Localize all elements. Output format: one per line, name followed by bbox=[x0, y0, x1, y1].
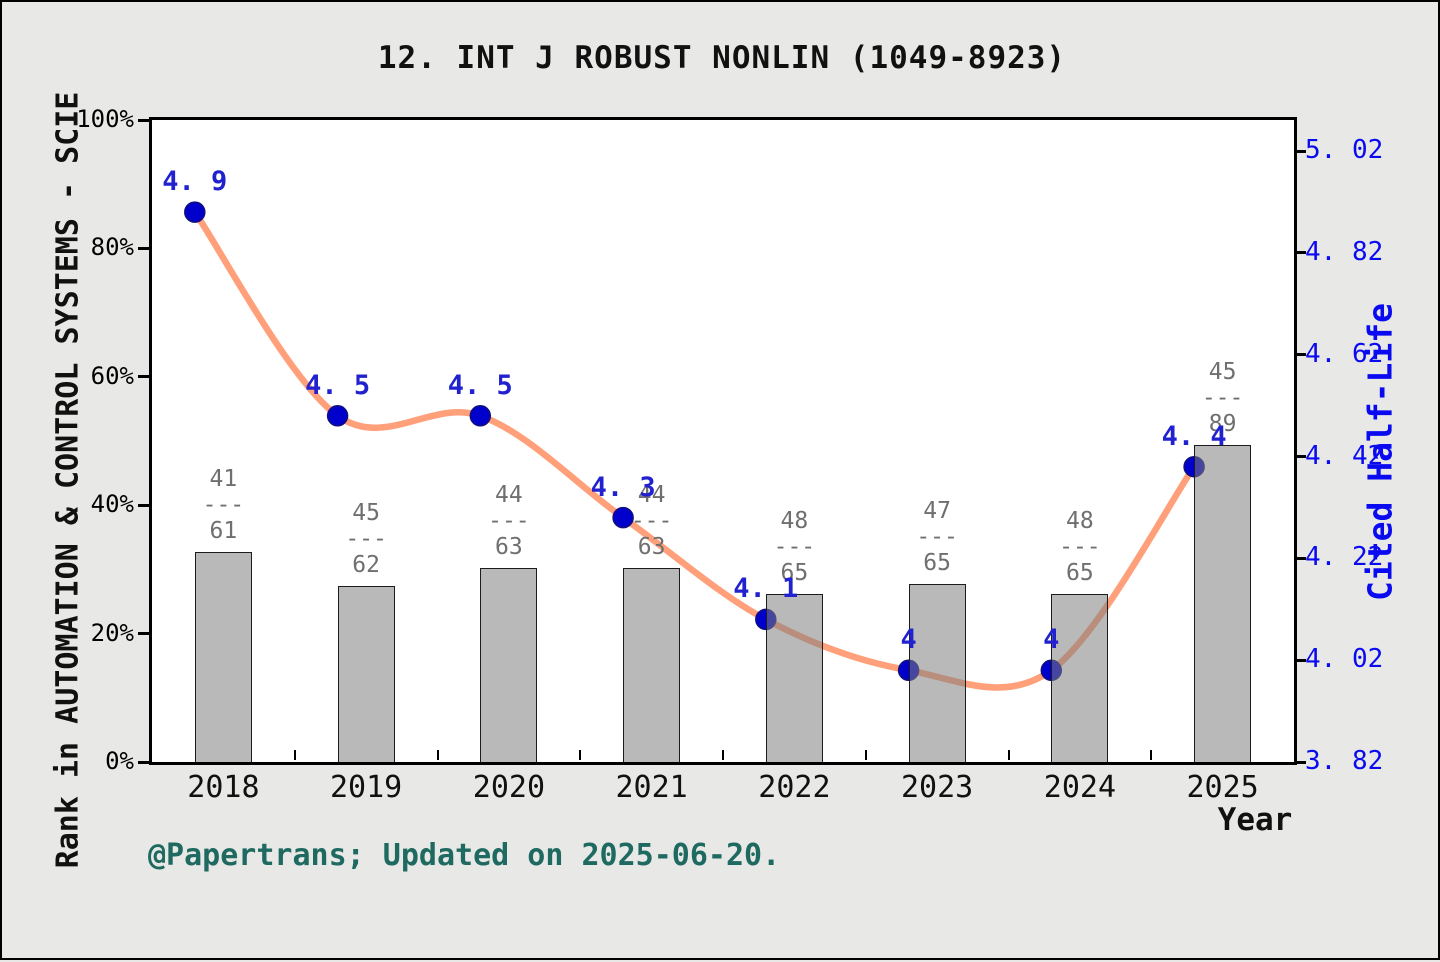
left-axis-tick bbox=[138, 503, 152, 507]
point-value-label: 4. 3 bbox=[590, 471, 656, 503]
right-axis-tick bbox=[1294, 353, 1306, 357]
point-value-label: 4 bbox=[1043, 624, 1060, 656]
right-axis-tick bbox=[1294, 556, 1306, 560]
y-left-tick-label: 100% bbox=[76, 105, 134, 133]
x-minor-tick bbox=[864, 750, 867, 760]
y-left-tick-label: 40% bbox=[90, 490, 134, 519]
point-value-label: 4. 1 bbox=[733, 573, 799, 605]
right-axis-tick bbox=[1294, 149, 1306, 153]
x-minor-tick bbox=[436, 750, 439, 760]
bar bbox=[1194, 444, 1252, 762]
x-minor-tick bbox=[722, 750, 724, 760]
x-tick-label: 2023 bbox=[900, 770, 974, 805]
y-right-tick-label: 3. 82 bbox=[1305, 746, 1384, 776]
bar-fraction-label: 45 --- 62 bbox=[345, 500, 387, 578]
left-axis-tick bbox=[138, 375, 152, 379]
y-right-tick-label: 4. 22 bbox=[1305, 542, 1384, 573]
right-axis-tick bbox=[1294, 251, 1306, 255]
x-minor-tick bbox=[1150, 750, 1153, 760]
right-axis-tick bbox=[1294, 455, 1306, 458]
x-tick-label: 2020 bbox=[472, 770, 546, 805]
bar-fraction-label: 44 --- 63 bbox=[488, 482, 530, 561]
y-right-tick-label: 4. 02 bbox=[1305, 644, 1384, 675]
left-axis-tick bbox=[138, 118, 152, 122]
right-axis-tick bbox=[1294, 658, 1306, 662]
bar-fraction-label: 48 --- 65 bbox=[1059, 508, 1101, 587]
left-axis-tick bbox=[138, 632, 152, 636]
y-left-tick-label: 0% bbox=[105, 747, 134, 775]
point-value-label: 4. 5 bbox=[447, 369, 513, 401]
x-minor-tick bbox=[293, 750, 296, 760]
x-tick-label: 2022 bbox=[758, 770, 831, 805]
x-tick-label: 2018 bbox=[187, 770, 260, 805]
y-left-tick-label: 20% bbox=[90, 618, 134, 647]
x-tick-label: 2021 bbox=[615, 770, 688, 805]
point-value-label: 4. 5 bbox=[305, 369, 371, 401]
x-axis-title: Year bbox=[1217, 802, 1293, 838]
x-tick-label: 2025 bbox=[1186, 770, 1259, 805]
point-value-label: 4. 9 bbox=[162, 166, 228, 198]
bar-fraction-label: 41 --- 61 bbox=[202, 465, 245, 544]
point-value-label: 4 bbox=[900, 624, 917, 656]
x-minor-tick bbox=[579, 750, 582, 760]
bar-fraction-label: 47 --- 65 bbox=[916, 498, 958, 577]
y-left-tick-label: 80% bbox=[90, 233, 134, 262]
left-axis-tick bbox=[138, 246, 152, 250]
x-tick-label: 2019 bbox=[329, 770, 403, 805]
footer-credit: @Papertrans; Updated on 2025-06-20. bbox=[148, 838, 781, 873]
right-axis-tick bbox=[1294, 760, 1306, 764]
y-right-tick-label: 4. 42 bbox=[1305, 440, 1384, 471]
page-title: 12. INT J ROBUST NONLIN (1049-8923) bbox=[377, 40, 1067, 76]
point-value-label: 4. 4 bbox=[1161, 420, 1227, 452]
y-right-tick-label: 4. 62 bbox=[1305, 338, 1384, 369]
x-minor-tick bbox=[1007, 750, 1010, 760]
plot-frame bbox=[149, 117, 1297, 765]
y-left-tick-label: 60% bbox=[90, 361, 134, 390]
x-tick-label: 2024 bbox=[1043, 770, 1117, 805]
bar-fraction-label: 45 --- 89 bbox=[1201, 358, 1244, 437]
y-right-tick-label: 4. 82 bbox=[1305, 236, 1384, 267]
left-axis-tick bbox=[138, 760, 152, 764]
y-right-tick-label: 5. 02 bbox=[1305, 135, 1384, 165]
